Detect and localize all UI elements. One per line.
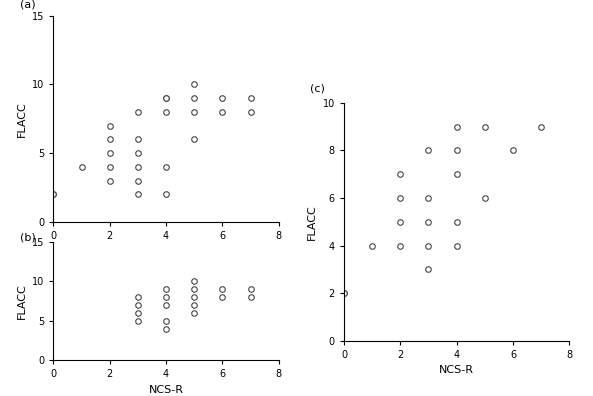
- Point: [161, 294, 171, 300]
- Point: [452, 124, 461, 130]
- Point: [133, 177, 142, 184]
- Point: [423, 147, 433, 154]
- Point: [218, 294, 227, 300]
- Point: [133, 302, 142, 308]
- Point: [339, 290, 349, 296]
- Point: [246, 294, 255, 300]
- Y-axis label: FLACC: FLACC: [307, 204, 317, 240]
- Point: [396, 195, 405, 201]
- Text: (b): (b): [20, 232, 36, 242]
- Point: [161, 326, 171, 332]
- Point: [452, 147, 461, 154]
- Point: [189, 278, 199, 284]
- Point: [189, 81, 199, 88]
- Point: [161, 95, 171, 101]
- Point: [49, 191, 58, 198]
- Text: (a): (a): [20, 0, 35, 10]
- Point: [536, 124, 546, 130]
- Point: [396, 171, 405, 177]
- Point: [246, 95, 255, 101]
- Point: [133, 310, 142, 316]
- Point: [218, 109, 227, 115]
- Point: [105, 122, 114, 129]
- Point: [189, 95, 199, 101]
- Text: (c): (c): [310, 84, 325, 94]
- Point: [218, 95, 227, 101]
- Point: [189, 109, 199, 115]
- Point: [423, 195, 433, 201]
- X-axis label: NCS-R: NCS-R: [439, 365, 474, 375]
- Point: [396, 219, 405, 225]
- Point: [161, 318, 171, 324]
- Point: [189, 294, 199, 300]
- Point: [423, 219, 433, 225]
- Point: [161, 164, 171, 170]
- Point: [105, 150, 114, 156]
- Point: [133, 318, 142, 324]
- Point: [189, 136, 199, 143]
- Point: [105, 136, 114, 143]
- Point: [423, 242, 433, 249]
- Point: [189, 286, 199, 292]
- Point: [452, 171, 461, 177]
- Point: [105, 177, 114, 184]
- Point: [367, 242, 377, 249]
- Point: [189, 302, 199, 308]
- Point: [161, 191, 171, 198]
- X-axis label: NCS-R: NCS-R: [148, 246, 184, 256]
- Point: [133, 294, 142, 300]
- Point: [480, 195, 489, 201]
- X-axis label: NCS-R: NCS-R: [148, 385, 184, 395]
- Point: [508, 147, 518, 154]
- Point: [161, 95, 171, 101]
- Point: [133, 164, 142, 170]
- Point: [161, 302, 171, 308]
- Point: [218, 286, 227, 292]
- Point: [423, 266, 433, 272]
- Point: [452, 242, 461, 249]
- Point: [49, 191, 58, 198]
- Point: [452, 219, 461, 225]
- Point: [161, 286, 171, 292]
- Point: [396, 242, 405, 249]
- Point: [76, 164, 87, 170]
- Point: [105, 164, 114, 170]
- Point: [246, 286, 255, 292]
- Point: [133, 150, 142, 156]
- Point: [133, 136, 142, 143]
- Point: [246, 109, 255, 115]
- Y-axis label: FLACC: FLACC: [17, 101, 27, 137]
- Point: [339, 290, 349, 296]
- Point: [133, 191, 142, 198]
- Point: [161, 109, 171, 115]
- Y-axis label: FLACC: FLACC: [17, 283, 27, 319]
- Point: [189, 310, 199, 316]
- Point: [480, 124, 489, 130]
- Point: [133, 109, 142, 115]
